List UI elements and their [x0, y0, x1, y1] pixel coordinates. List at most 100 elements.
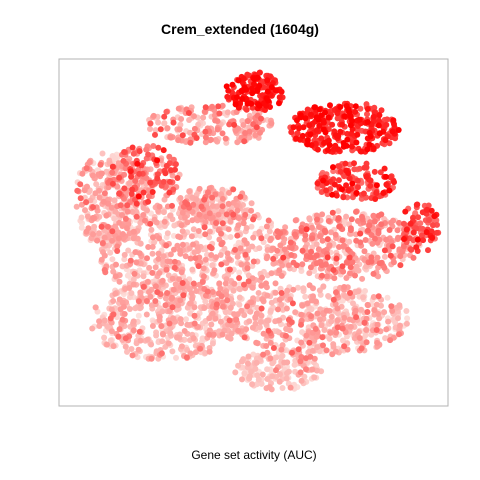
data-point: [146, 289, 152, 295]
data-point: [124, 202, 131, 209]
data-point: [335, 177, 342, 184]
data-point: [402, 208, 409, 215]
data-point: [304, 300, 311, 307]
data-point: [130, 150, 137, 157]
data-point: [147, 220, 154, 227]
data-point: [419, 225, 426, 232]
data-point: [428, 228, 435, 235]
data-point: [281, 359, 288, 366]
data-point: [237, 245, 244, 252]
data-point: [140, 189, 147, 196]
data-point: [176, 126, 183, 133]
data-point: [124, 272, 131, 279]
data-point: [295, 284, 301, 291]
data-point: [240, 75, 247, 82]
data-point: [428, 207, 435, 214]
data-point: [183, 316, 189, 323]
data-point: [267, 339, 274, 346]
data-point: [278, 88, 285, 95]
data-point: [276, 100, 282, 107]
data-point: [370, 270, 377, 277]
data-point: [295, 346, 302, 353]
data-point: [433, 229, 440, 236]
data-point: [149, 250, 156, 257]
data-point: [273, 367, 279, 374]
data-point: [316, 287, 323, 294]
data-point: [251, 75, 258, 82]
data-point: [140, 212, 147, 218]
data-point: [303, 355, 309, 362]
data-point: [167, 251, 174, 258]
data-point: [188, 290, 195, 297]
data-point: [356, 116, 363, 123]
data-point: [197, 232, 204, 239]
data-point: [129, 144, 136, 151]
data-point: [193, 288, 200, 294]
data-point: [175, 302, 182, 309]
data-point: [344, 259, 351, 266]
data-point: [249, 284, 256, 291]
data-point: [81, 187, 88, 194]
data-point: [337, 128, 344, 135]
data-point: [307, 264, 314, 271]
data-point: [135, 298, 142, 305]
data-point: [343, 182, 350, 189]
data-point: [152, 264, 159, 271]
data-point: [120, 157, 127, 164]
data-point: [219, 203, 226, 210]
data-point: [349, 180, 356, 187]
data-point: [202, 231, 209, 238]
data-point: [254, 372, 261, 379]
data-point: [116, 174, 123, 181]
data-point: [136, 328, 143, 335]
data-point: [149, 269, 156, 276]
data-point: [224, 93, 231, 100]
data-point: [265, 327, 272, 334]
data-point: [346, 238, 353, 245]
data-point: [256, 229, 263, 235]
data-point: [371, 104, 378, 111]
data-point: [423, 206, 430, 213]
data-point: [361, 319, 368, 326]
data-point: [241, 312, 248, 319]
data-point: [98, 256, 105, 263]
data-point: [249, 324, 256, 331]
data-point: [130, 281, 137, 288]
data-point: [116, 219, 123, 226]
data-point: [105, 184, 112, 191]
data-point: [239, 364, 246, 371]
data-point: [327, 102, 333, 109]
data-point: [279, 385, 286, 391]
data-point: [376, 315, 383, 322]
data-point: [194, 244, 201, 251]
data-point: [163, 266, 170, 273]
data-point: [121, 185, 128, 192]
data-point: [108, 328, 115, 335]
data-point: [151, 216, 158, 223]
data-point: [326, 242, 333, 249]
data-point: [150, 143, 157, 149]
data-point: [109, 228, 116, 235]
data-point: [328, 313, 335, 320]
data-point: [264, 376, 271, 382]
data-point: [372, 235, 378, 242]
data-point: [182, 214, 188, 221]
data-point: [299, 261, 306, 268]
data-point: [353, 139, 360, 146]
data-point: [158, 323, 165, 330]
data-point: [288, 129, 295, 136]
data-point: [101, 317, 108, 324]
data-point: [162, 170, 169, 177]
data-point: [298, 339, 305, 346]
data-point: [364, 111, 370, 118]
data-point: [263, 343, 270, 349]
data-point: [160, 258, 167, 265]
data-point: [218, 293, 225, 300]
data-point: [232, 369, 239, 376]
data-point: [277, 230, 284, 237]
data-point: [229, 81, 236, 88]
data-point: [302, 293, 309, 300]
data-point: [285, 316, 292, 323]
data-point: [292, 309, 299, 316]
data-point: [293, 262, 300, 269]
